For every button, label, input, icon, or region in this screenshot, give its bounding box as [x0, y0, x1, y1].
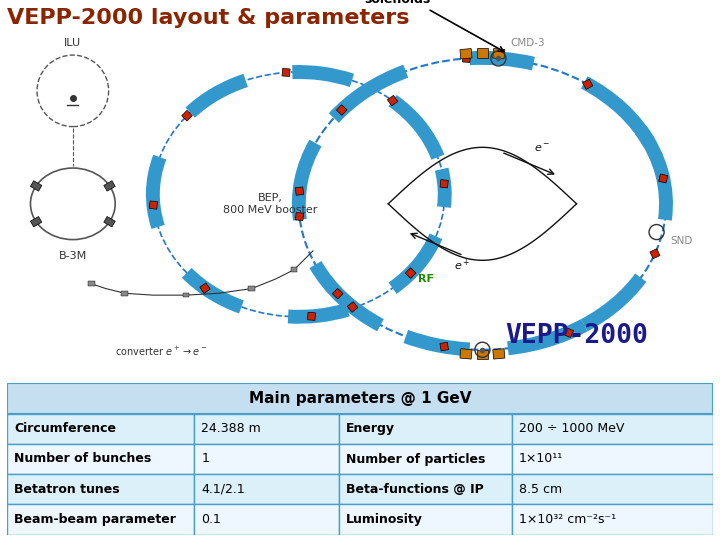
Text: Number of particles: Number of particles [346, 453, 485, 465]
Text: Energy: Energy [346, 422, 395, 435]
Bar [104, 181, 115, 191]
Text: 200 ÷ 1000 MeV: 200 ÷ 1000 MeV [518, 422, 624, 435]
Bar [30, 181, 42, 191]
Bar [149, 201, 158, 209]
Bar [295, 187, 304, 195]
Text: 13 T final focusing
solenoids: 13 T final focusing solenoids [333, 0, 504, 51]
Bar [333, 288, 343, 299]
Text: CMD-3: CMD-3 [510, 38, 545, 49]
Text: 1×10¹¹: 1×10¹¹ [518, 453, 563, 465]
Bar [564, 328, 574, 338]
Bar [291, 267, 297, 272]
Text: VEPP-2000: VEPP-2000 [505, 322, 648, 349]
Text: ILU: ILU [64, 37, 81, 48]
Bar [477, 49, 488, 58]
Text: Main parameters @ 1 GeV: Main parameters @ 1 GeV [248, 391, 472, 406]
Bar [248, 286, 255, 291]
Text: Luminosity: Luminosity [346, 513, 423, 526]
Text: 4.1/2.1: 4.1/2.1 [201, 483, 245, 496]
Bar [492, 49, 505, 59]
Bar [460, 49, 472, 59]
FancyBboxPatch shape [339, 474, 512, 504]
Text: Betatron tunes: Betatron tunes [14, 483, 120, 496]
Bar [492, 349, 505, 359]
FancyBboxPatch shape [512, 444, 713, 474]
Bar [440, 180, 449, 188]
Text: 24.388 m: 24.388 m [201, 422, 261, 435]
Text: B-3M: B-3M [59, 251, 87, 261]
Bar [182, 293, 189, 298]
FancyBboxPatch shape [194, 444, 339, 474]
Bar [121, 291, 128, 295]
Bar [199, 283, 210, 293]
Bar [460, 349, 472, 359]
FancyBboxPatch shape [7, 504, 194, 535]
Text: 1×10³² cm⁻²s⁻¹: 1×10³² cm⁻²s⁻¹ [518, 513, 616, 526]
Bar [89, 281, 95, 286]
Bar [405, 268, 416, 279]
Text: Beta-functions @ IP: Beta-functions @ IP [346, 483, 484, 496]
Text: converter $e^+\rightarrow e^-$: converter $e^+\rightarrow e^-$ [115, 345, 207, 358]
Bar [440, 342, 449, 351]
FancyBboxPatch shape [194, 504, 339, 535]
Bar [659, 174, 667, 183]
Text: $e^-$: $e^-$ [534, 143, 551, 154]
FancyBboxPatch shape [512, 414, 713, 444]
FancyBboxPatch shape [7, 444, 194, 474]
Text: BEP,
800 MeV booster: BEP, 800 MeV booster [223, 193, 318, 214]
Bar [181, 110, 192, 121]
FancyBboxPatch shape [7, 414, 194, 444]
Bar [295, 212, 304, 221]
Text: 1: 1 [201, 453, 209, 465]
Text: Number of bunches: Number of bunches [14, 453, 151, 465]
Bar [282, 69, 290, 77]
FancyBboxPatch shape [339, 444, 512, 474]
Text: Beam-beam parameter: Beam-beam parameter [14, 513, 176, 526]
Bar [650, 249, 660, 259]
Bar [582, 79, 593, 90]
Text: $e^+$: $e^+$ [454, 258, 471, 273]
Bar [462, 55, 470, 63]
Text: Circumference: Circumference [14, 422, 116, 435]
Text: 0.1: 0.1 [201, 513, 221, 526]
FancyBboxPatch shape [512, 504, 713, 535]
FancyBboxPatch shape [7, 383, 713, 414]
FancyBboxPatch shape [194, 414, 339, 444]
Text: RF: RF [418, 274, 434, 284]
Text: 8.5 cm: 8.5 cm [518, 483, 562, 496]
Bar [307, 312, 315, 320]
Bar [347, 302, 358, 312]
FancyBboxPatch shape [7, 474, 194, 504]
Text: VEPP-2000 layout & parameters: VEPP-2000 layout & parameters [7, 8, 410, 28]
FancyBboxPatch shape [512, 474, 713, 504]
Bar [477, 350, 488, 359]
FancyBboxPatch shape [194, 474, 339, 504]
Bar [387, 96, 398, 106]
FancyBboxPatch shape [339, 504, 512, 535]
FancyBboxPatch shape [339, 414, 512, 444]
Bar [336, 105, 347, 116]
Text: SND: SND [671, 237, 693, 246]
Bar [30, 217, 42, 227]
Bar [104, 217, 115, 227]
